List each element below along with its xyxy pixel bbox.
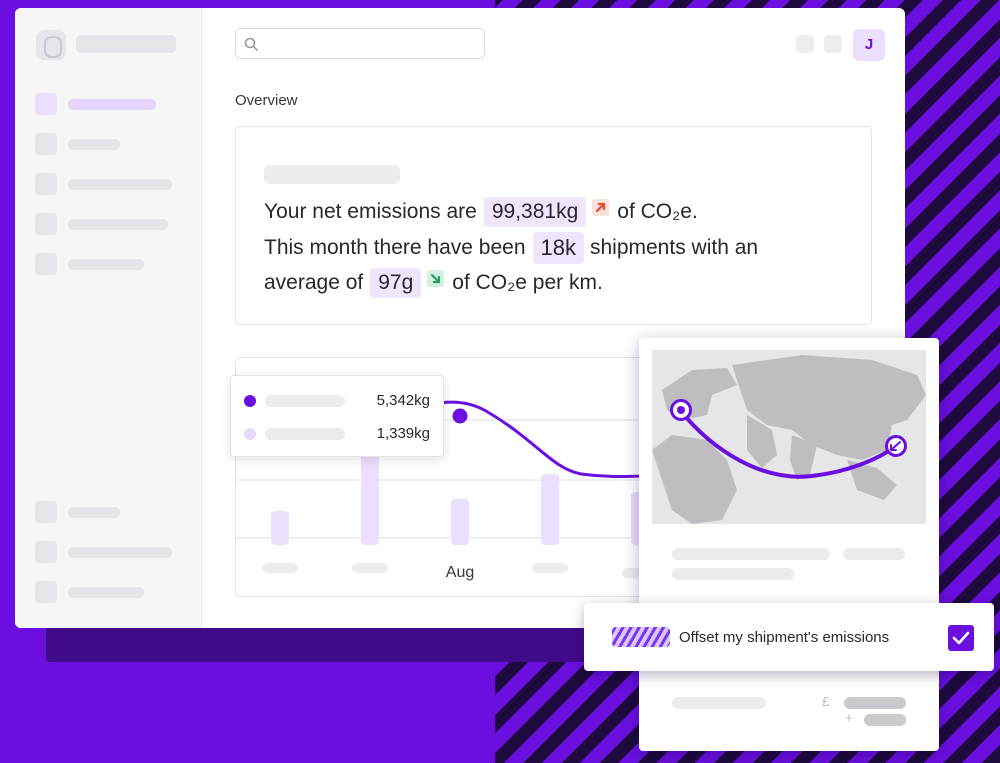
nav-item-1[interactable] [68, 99, 156, 110]
summary-line-1: Your net emissions are 99,381kg of CO₂e. [264, 197, 705, 227]
series-2-value: 1,339kg [376, 425, 430, 442]
chart-point[interactable] [452, 408, 468, 424]
chart-bar [361, 448, 379, 545]
series-1-label-placeholder [265, 395, 345, 407]
offset-emissions-option[interactable]: Offset my shipment's emissions [584, 603, 994, 671]
landmass-india [790, 435, 817, 480]
price-label-placeholder [672, 697, 766, 709]
nav-item-4-icon[interactable] [35, 213, 57, 235]
nav-bottom-1[interactable] [68, 507, 120, 518]
nav-bottom-2[interactable] [68, 547, 172, 558]
chart-bar [541, 474, 559, 545]
landmass-asia [732, 355, 926, 460]
nav-item-2[interactable] [68, 139, 120, 150]
trend-down-icon [427, 269, 445, 287]
shipments-value: 18k [532, 232, 584, 264]
search-input[interactable] [235, 28, 485, 59]
chart-bar [451, 499, 469, 545]
offset-pattern-icon [612, 627, 670, 647]
summary-title-placeholder [264, 165, 400, 184]
toolbar-icon-2[interactable] [824, 35, 842, 53]
offset-checkbox[interactable] [948, 625, 974, 651]
nav-bottom-1-icon[interactable] [35, 501, 57, 523]
net-emissions-value: 99,381kg [483, 197, 587, 227]
average-value: 97g [370, 268, 422, 298]
nav-item-5-icon[interactable] [35, 253, 57, 275]
world-map-graphic [652, 355, 926, 524]
logo-icon [36, 30, 66, 60]
chart-bar [271, 511, 289, 545]
x-tick-placeholder [622, 568, 644, 578]
shipment-route-card [639, 338, 939, 751]
currency-symbol: £ [822, 694, 830, 709]
shipment-route-line [678, 408, 898, 479]
toolbar-icon-1[interactable] [796, 35, 814, 53]
page-title: Overview [235, 92, 298, 109]
route-detail-placeholder [672, 568, 794, 580]
x-tick-label: Aug [446, 564, 474, 581]
landmass-arabia [747, 415, 777, 468]
world-map [652, 350, 926, 524]
price-value-placeholder [844, 697, 906, 709]
nav-item-3[interactable] [68, 179, 172, 190]
route-origin-dot [677, 406, 685, 414]
offset-label: Offset my shipment's emissions [679, 629, 890, 646]
nav-bottom-3[interactable] [68, 587, 144, 598]
plus-symbol: + [845, 710, 853, 725]
line2-suffix: shipments with an [589, 236, 759, 259]
line3-prefix: average of [264, 271, 364, 294]
nav-item-3-icon[interactable] [35, 173, 57, 195]
series-2-dot [244, 428, 256, 440]
nav-item-5[interactable] [68, 259, 144, 270]
line1-prefix: Your net emissions are [264, 200, 477, 223]
nav-item-1-icon[interactable] [35, 93, 57, 115]
summary-line-2: This month there have been 18k shipments… [264, 232, 765, 264]
nav-item-2-icon[interactable] [35, 133, 57, 155]
trend-up-icon [592, 198, 610, 216]
logo-placeholder [76, 35, 176, 53]
line3-suffix: of CO₂e per km. [452, 271, 603, 294]
emissions-chart: Aug [236, 400, 644, 581]
series-1-dot [244, 395, 256, 407]
series-2-label-placeholder [265, 428, 345, 440]
price-extra-placeholder [864, 714, 906, 726]
line1-suffix: of CO₂e. [617, 200, 698, 223]
x-tick-placeholder [352, 563, 388, 573]
landmass-southeast-asia [847, 460, 897, 500]
sidebar [15, 8, 202, 628]
nav-bottom-2-icon[interactable] [35, 541, 57, 563]
route-detail-placeholder [672, 548, 830, 560]
nav-item-4[interactable] [68, 219, 168, 230]
arrival-arrow-icon [890, 441, 901, 451]
x-tick-placeholder [262, 563, 298, 573]
emissions-summary-card: Your net emissions are 99,381kg of CO₂e.… [235, 126, 872, 325]
series-1-value: 5,342kg [376, 392, 430, 409]
avatar[interactable]: J [853, 29, 885, 61]
x-tick-placeholder [532, 563, 568, 573]
line2-prefix: This month there have been [264, 236, 526, 259]
nav-bottom-3-icon[interactable] [35, 581, 57, 603]
chart-tooltip: 5,342kg 1,339kg [230, 375, 444, 457]
summary-line-3: average of 97g of CO₂e per km. [264, 268, 610, 298]
route-detail-placeholder [843, 548, 905, 560]
checkmark-icon [952, 631, 970, 645]
search-icon [244, 37, 258, 51]
landmass-africa [652, 435, 737, 524]
